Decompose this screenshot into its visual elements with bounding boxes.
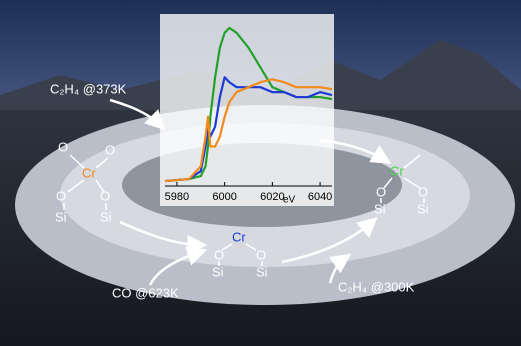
- atom: O: [56, 188, 66, 203]
- atom: O: [100, 188, 110, 203]
- label: CO @623K: [112, 285, 179, 300]
- label: C₂H₄ @300K: [338, 279, 415, 294]
- x-axis-label: eV: [283, 195, 296, 206]
- label: C₂H₄ @373K: [50, 81, 127, 96]
- atom: O: [214, 247, 224, 262]
- atom: Cr: [232, 229, 246, 244]
- x-tick-label: 5980: [165, 191, 189, 203]
- atom: Si: [100, 209, 112, 224]
- x-tick-label: 6020: [260, 191, 284, 203]
- x-tick-label: 6040: [308, 191, 332, 203]
- atom: Si: [55, 209, 67, 224]
- atom: O: [418, 184, 428, 199]
- atom: Si: [417, 201, 429, 216]
- atom: O: [105, 142, 115, 157]
- atom: Si: [212, 264, 224, 279]
- atom: Si: [374, 201, 386, 216]
- atom: Si: [256, 264, 268, 279]
- figure: C₂H₄ @373K CO @623K C₂H₄ @300K O O Cr O …: [0, 0, 521, 346]
- atom: Cr: [390, 163, 404, 178]
- atom: O: [58, 139, 68, 154]
- atom: Cr: [82, 165, 96, 180]
- atom: O: [376, 184, 386, 199]
- inset-background: [160, 14, 334, 206]
- atom: O: [256, 247, 266, 262]
- x-tick-label: 6000: [212, 191, 236, 203]
